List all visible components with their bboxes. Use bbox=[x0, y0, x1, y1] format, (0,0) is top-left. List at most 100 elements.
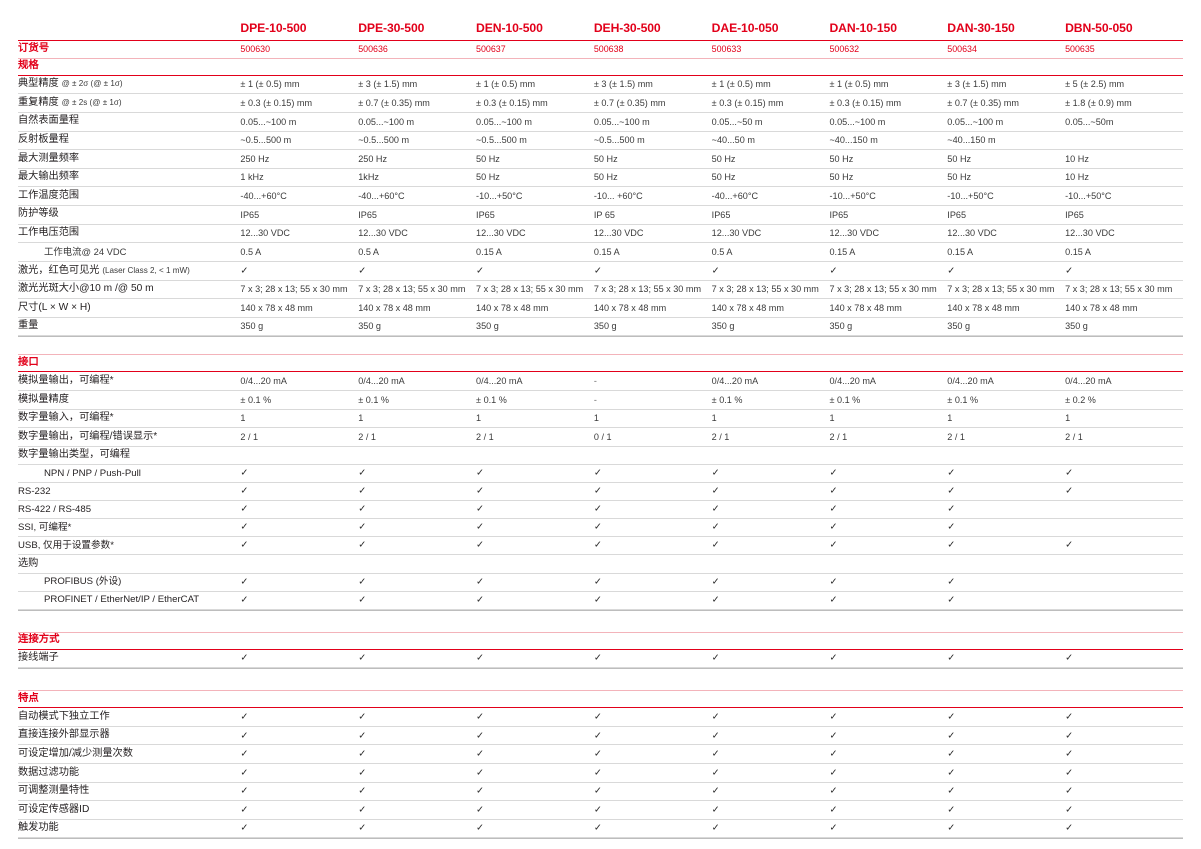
cell-ssi-4: ✓ bbox=[711, 518, 830, 538]
row-label-measure_count: 可设定增加/减少测量次数 bbox=[18, 744, 241, 765]
cell-reflector_range-5: ~40...150 m bbox=[829, 131, 948, 151]
cell-operating_voltage-3: 12...30 VDC bbox=[593, 224, 712, 244]
row-label-rs422_485: RS-422 / RS-485 bbox=[18, 500, 241, 520]
section-spacer-6 bbox=[947, 354, 1066, 373]
column-header-DPE-30-500: DPE-30-500 bbox=[358, 21, 425, 35]
cell-ssi-2: ✓ bbox=[476, 518, 594, 538]
check-icon: ✓ bbox=[476, 822, 485, 834]
cell-profinet-2: ✓ bbox=[476, 591, 594, 610]
check-icon: ✓ bbox=[593, 652, 602, 664]
section-spacer-4 bbox=[711, 690, 830, 709]
row-label-optional: 选购 bbox=[18, 554, 241, 574]
cell-adjust_characteristic-6: ✓ bbox=[947, 782, 1066, 802]
cell-max_measure_freq-3: 50 Hz bbox=[593, 149, 712, 169]
table-row-dimensions: 尺寸(L × W × H) 140 x 78 x 48 mm 140 x 78 x … bbox=[18, 298, 1183, 318]
cell-weight-2: 350 g bbox=[476, 317, 594, 337]
cell-external_display-2: ✓ bbox=[476, 726, 594, 746]
cell-digital_input-6: 1 bbox=[947, 409, 1066, 429]
cell-npn_pnp-7: ✓ bbox=[1065, 464, 1183, 484]
check-icon: ✓ bbox=[476, 485, 485, 497]
table-row-analog_output: 模拟量输出，可编程* 0/4...20 mA 0/4...20 mA 0/4...20… bbox=[18, 371, 1183, 392]
table-row-usb: USB, 仅用于设置参数* ✓ ✓ ✓ ✓ ✓ ✓ ✓ ✓ bbox=[18, 536, 1183, 556]
cell-trigger-4: ✓ bbox=[711, 819, 830, 839]
cell-sensor_id-6: ✓ bbox=[947, 800, 1066, 820]
cell-rs422_485-1: ✓ bbox=[358, 500, 477, 520]
cell-data_filter-4: ✓ bbox=[711, 763, 830, 783]
row-label-auto_mode: 自动模式下独立工作 bbox=[18, 707, 241, 727]
cell-rs232-2: ✓ bbox=[476, 482, 594, 502]
cell-profibus-5: ✓ bbox=[829, 573, 948, 592]
cell-trigger-3: ✓ bbox=[593, 819, 712, 839]
cell-dimensions-1: 140 x 78 x 48 mm bbox=[358, 298, 477, 318]
section-spacer-2 bbox=[476, 631, 594, 650]
table-row-operating_temp: 工作温度范围 -40...+60°C -40...+60°C -10...+50°C -… bbox=[18, 186, 1183, 206]
check-icon: ✓ bbox=[947, 730, 956, 741]
row-label-laser_spot: 激光光斑大小@10 m /@ 50 m bbox=[18, 280, 241, 300]
check-icon: ✓ bbox=[1065, 652, 1074, 664]
check-icon: ✓ bbox=[240, 767, 249, 779]
check-icon: ✓ bbox=[240, 539, 249, 551]
table-row-rs422_485: RS-422 / RS-485 ✓ ✓ ✓ ✓ ✓ ✓ ✓ bbox=[18, 500, 1183, 520]
row-label-usb: USB, 仅用于设置参数* bbox=[18, 536, 241, 556]
check-icon: ✓ bbox=[358, 539, 367, 551]
cell-natural_surface_range-4: 0.05...~50 m bbox=[711, 112, 830, 132]
check-icon: ✓ bbox=[358, 652, 367, 664]
cell-external_display-0: ✓ bbox=[240, 726, 359, 746]
row-label-natural_surface_range: 自然表面量程 bbox=[18, 112, 241, 132]
check-icon: ✓ bbox=[829, 711, 838, 723]
cell-laser-7: ✓ bbox=[1065, 261, 1183, 281]
check-icon: ✓ bbox=[593, 576, 602, 588]
cell-sensor_id-3: ✓ bbox=[593, 800, 712, 820]
cell-trigger-7: ✓ bbox=[1065, 819, 1183, 839]
cell-rs422_485-4: ✓ bbox=[711, 500, 830, 520]
cell-ssi-1: ✓ bbox=[358, 518, 477, 538]
section-spacer-1 bbox=[358, 58, 477, 76]
table-row-protection_class: 防护等级 IP65 IP65 IP65 IP 65 IP65 IP65 IP65 IP65 bbox=[18, 205, 1183, 225]
cell-adjust_characteristic-7: ✓ bbox=[1065, 782, 1183, 802]
cell-natural_surface_range-6: 0.05...~100 m bbox=[947, 112, 1066, 132]
cell-laser_spot-0: 7 x 3; 28 x 13; 55 x 30 mm bbox=[240, 280, 359, 300]
row-label-npn_pnp: NPN / PNP / Push-Pull bbox=[18, 464, 241, 484]
cell-terminal-4: ✓ bbox=[711, 649, 830, 669]
check-icon: ✓ bbox=[476, 730, 485, 741]
cell-order-no-6: 500634 bbox=[947, 39, 1066, 59]
check-icon: ✓ bbox=[829, 767, 838, 779]
cell-digital_output_type-3 bbox=[593, 446, 712, 466]
section-spacer-3 bbox=[593, 58, 712, 76]
check-icon: ✓ bbox=[476, 652, 485, 664]
section-spacer-3 bbox=[593, 631, 712, 650]
cell-profinet-1: ✓ bbox=[358, 591, 477, 610]
table-row-max_output_freq: 最大输出频率 1 kHz 1kHz 50 Hz 50 Hz 50 Hz 50 Hz 50 Hz… bbox=[18, 168, 1183, 188]
row-label-digital_output: 数字量输出，可编程/错误显示* bbox=[18, 427, 241, 447]
cell-terminal-3: ✓ bbox=[593, 649, 712, 669]
cell-laser-0: ✓ bbox=[240, 261, 359, 281]
row-spacer bbox=[18, 337, 1183, 355]
section-spacer-1 bbox=[358, 354, 477, 373]
cell-rs422_485-0: ✓ bbox=[240, 500, 359, 520]
section-spacer-5 bbox=[829, 690, 948, 709]
cell-laser-2: ✓ bbox=[476, 261, 594, 281]
row-label-analog_output: 模拟量输出，可编程* bbox=[18, 371, 241, 392]
cell-sensor_id-4: ✓ bbox=[711, 800, 830, 820]
section-spacer-5 bbox=[829, 354, 948, 373]
table-row-optional: 选购 bbox=[18, 554, 1183, 574]
cell-data_filter-7: ✓ bbox=[1065, 763, 1183, 783]
cell-usb-4: ✓ bbox=[711, 536, 830, 556]
check-icon: ✓ bbox=[240, 521, 249, 533]
cell-ssi-0: ✓ bbox=[240, 518, 359, 538]
check-icon: ✓ bbox=[947, 503, 956, 515]
cell-operating_voltage-5: 12...30 VDC bbox=[829, 224, 948, 244]
check-icon: ✓ bbox=[240, 804, 249, 816]
row-spacer bbox=[18, 669, 1183, 691]
cell-digital_input-1: 1 bbox=[358, 409, 477, 429]
row-label-digital_input: 数字量输入，可编程* bbox=[18, 409, 241, 429]
cell-external_display-4: ✓ bbox=[711, 726, 830, 746]
check-icon: ✓ bbox=[593, 467, 602, 479]
table-row-operating_voltage: 工作电压范围 12...30 VDC 12...30 VDC 12...30 VDC 1… bbox=[18, 224, 1183, 244]
cell-trigger-5: ✓ bbox=[829, 819, 948, 839]
cell-profibus-1: ✓ bbox=[358, 573, 477, 592]
cell-operating_temp-2: -10...+50°C bbox=[476, 186, 594, 206]
cell-digital_output-4: 2 / 1 bbox=[711, 427, 830, 447]
check-icon: ✓ bbox=[240, 652, 249, 664]
cell-measure_count-3: ✓ bbox=[593, 744, 712, 765]
